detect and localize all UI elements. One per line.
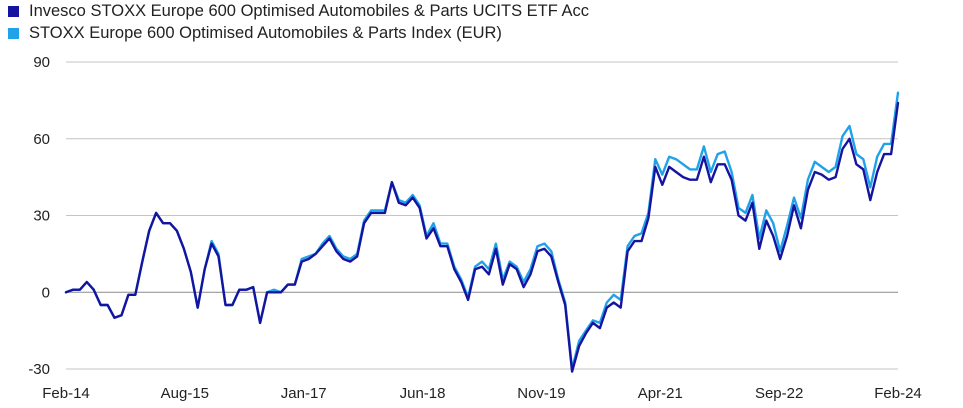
x-tick-label: Feb-24 (874, 385, 922, 402)
series-line-etf (64, 101, 900, 373)
x-tick-label: Jun-18 (400, 385, 446, 402)
x-tick-label: Nov-19 (517, 385, 565, 402)
x-tick-label: Feb-14 (42, 385, 90, 402)
legend-item-etf: Invesco STOXX Europe 600 Optimised Autom… (8, 0, 589, 22)
legend-label-index: STOXX Europe 600 Optimised Automobiles &… (29, 23, 502, 42)
legend-swatch-etf (8, 5, 19, 17)
y-tick-label: 60 (33, 131, 50, 148)
series-line-index (64, 91, 900, 371)
legend: Invesco STOXX Europe 600 Optimised Autom… (8, 0, 589, 44)
x-tick-label: Aug-15 (161, 385, 209, 402)
y-tick-label: 90 (33, 54, 50, 71)
legend-swatch-index (8, 27, 19, 39)
x-tick-label: Jan-17 (281, 385, 327, 402)
legend-item-index: STOXX Europe 600 Optimised Automobiles &… (8, 22, 589, 44)
x-tick-label: Sep-22 (755, 385, 803, 402)
legend-label-etf: Invesco STOXX Europe 600 Optimised Autom… (29, 1, 590, 20)
y-tick-label: 0 (42, 284, 50, 301)
x-tick-label: Apr-21 (638, 385, 683, 402)
y-tick-label: 30 (33, 208, 50, 225)
y-tick-label: -30 (28, 361, 50, 378)
